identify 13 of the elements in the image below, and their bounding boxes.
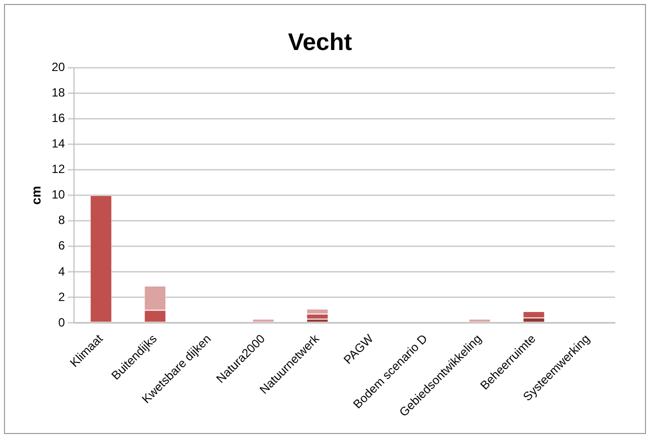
y-tick-label: 12: [52, 162, 66, 176]
y-tick-label: 2: [58, 290, 66, 304]
y-tick-label: 20: [52, 60, 66, 74]
y-tick-label: 6: [58, 238, 66, 253]
y-axis-title: cm: [28, 186, 44, 205]
y-tick-label: 4: [58, 264, 66, 278]
chart-title: Vecht: [288, 29, 352, 56]
y-tick-label: 14: [52, 136, 66, 151]
y-tick-label: 10: [52, 188, 66, 202]
y-tick-label: 18: [52, 86, 66, 100]
y-tick-label: 16: [52, 111, 66, 126]
y-tick-label: 0: [58, 315, 66, 330]
y-tick-label: 8: [58, 213, 66, 228]
